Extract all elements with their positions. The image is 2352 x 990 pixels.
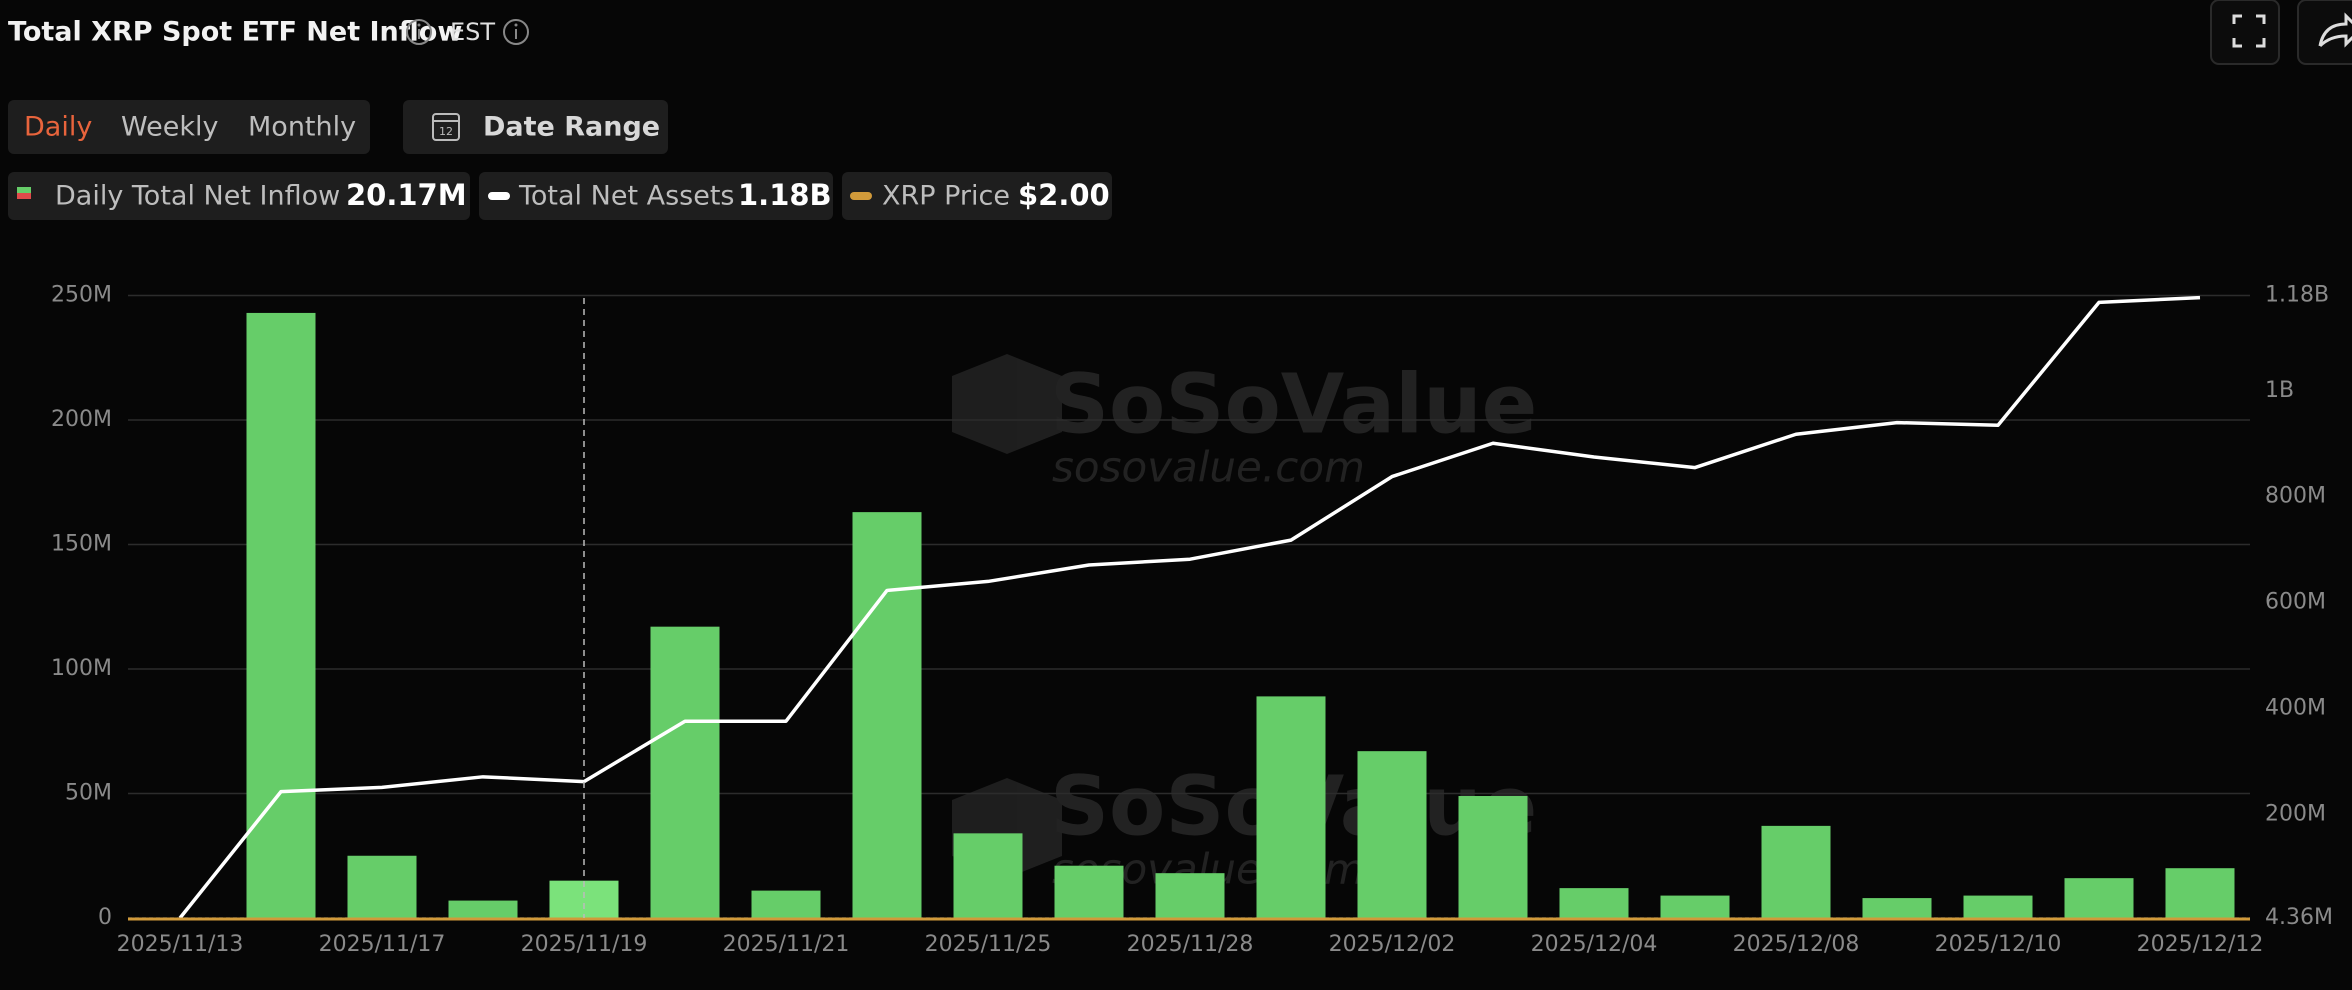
watermark-brand: SoSoValue <box>1050 357 1537 452</box>
bar <box>1054 865 1124 918</box>
legend-label: Total Net Assets <box>518 181 735 212</box>
bar <box>2064 878 2134 918</box>
x-tick-label: 2025/12/10 <box>1935 932 2062 957</box>
legend-label: XRP Price <box>882 181 1010 212</box>
y2-tick-label: 1B <box>2265 378 2294 403</box>
date-range-button[interactable]: 12 <box>403 100 668 154</box>
date-range-label[interactable]: Date Range <box>483 112 660 143</box>
y-tick-label: 200M <box>51 407 112 432</box>
x-tick-label: 2025/11/17 <box>319 932 446 957</box>
y2-tick-label: 4.36M <box>2265 905 2333 930</box>
y-tick-label: 150M <box>51 532 112 557</box>
bar <box>1357 751 1427 918</box>
info-icon[interactable] <box>406 19 432 45</box>
y2-tick-label: 1.18B <box>2265 283 2329 308</box>
bar <box>1761 825 1831 918</box>
y2-tick-label: 400M <box>2265 696 2326 721</box>
bar <box>1155 873 1225 918</box>
bar <box>1660 895 1730 918</box>
x-tick-label: 2025/11/13 <box>117 932 244 957</box>
bar <box>1458 795 1528 918</box>
bar <box>953 833 1023 918</box>
x-tick-label: 2025/11/25 <box>925 932 1052 957</box>
tab-monthly[interactable]: Monthly <box>248 112 356 143</box>
plot: 0 50M 100M 150M 200M 250M 4.36M 200M 400M 600M 800… <box>51 283 2333 958</box>
bar <box>2165 868 2235 918</box>
x-tick-label: 2025/11/19 <box>521 932 648 957</box>
svg-text:12: 12 <box>439 125 453 138</box>
y-tick-label: 100M <box>51 656 112 681</box>
y2-tick-label: 200M <box>2265 801 2326 826</box>
bar <box>852 512 922 918</box>
bar <box>347 855 417 918</box>
x-tick-label: 2025/12/04 <box>1531 932 1658 957</box>
bar <box>246 312 316 918</box>
legend-value: 20.17M <box>346 178 467 212</box>
y-tick-label: 0 <box>98 905 112 930</box>
legend-price[interactable] <box>842 172 1112 220</box>
tab-weekly[interactable]: Weekly <box>121 112 218 143</box>
bar <box>751 890 821 918</box>
legend-assets[interactable] <box>479 172 833 220</box>
legend-label: Daily Total Net Inflow <box>55 181 340 212</box>
share-button[interactable] <box>2297 0 2352 65</box>
x-tick-label: 2025/11/28 <box>1127 932 1254 957</box>
line <box>178 295 2201 920</box>
x-tick-label: 2025/11/21 <box>723 932 850 957</box>
bar <box>1559 888 1629 918</box>
title: Total XRP Spot ETF Net Inflow <box>8 17 462 48</box>
bar <box>1862 898 1932 918</box>
info-icon[interactable] <box>503 19 529 45</box>
x-tick-label: 2025/12/02 <box>1329 932 1456 957</box>
bar <box>448 900 518 918</box>
bar <box>1256 696 1326 918</box>
fullscreen-button[interactable] <box>2210 0 2280 65</box>
y-tick-label: 50M <box>65 781 112 806</box>
tab-group <box>8 100 370 154</box>
y2-tick-label: 600M <box>2265 590 2326 615</box>
y-tick-label: 250M <box>51 283 112 308</box>
legend-value: 1.18B <box>738 178 832 212</box>
y2-tick-label: 800M <box>2265 484 2326 509</box>
bar <box>650 626 720 918</box>
legend-inflow[interactable] <box>8 172 470 220</box>
x-tick-label: 2025/12/08 <box>1733 932 1860 957</box>
timezone[interactable]: EST <box>450 18 495 46</box>
watermark-site: sosovalue.com <box>1052 443 1365 492</box>
bar <box>1963 895 2033 918</box>
tab-daily[interactable]: Daily <box>24 112 92 143</box>
x-tick-label: 2025/12/12 <box>2137 932 2264 957</box>
legend-value: $2.00 <box>1018 178 1110 212</box>
